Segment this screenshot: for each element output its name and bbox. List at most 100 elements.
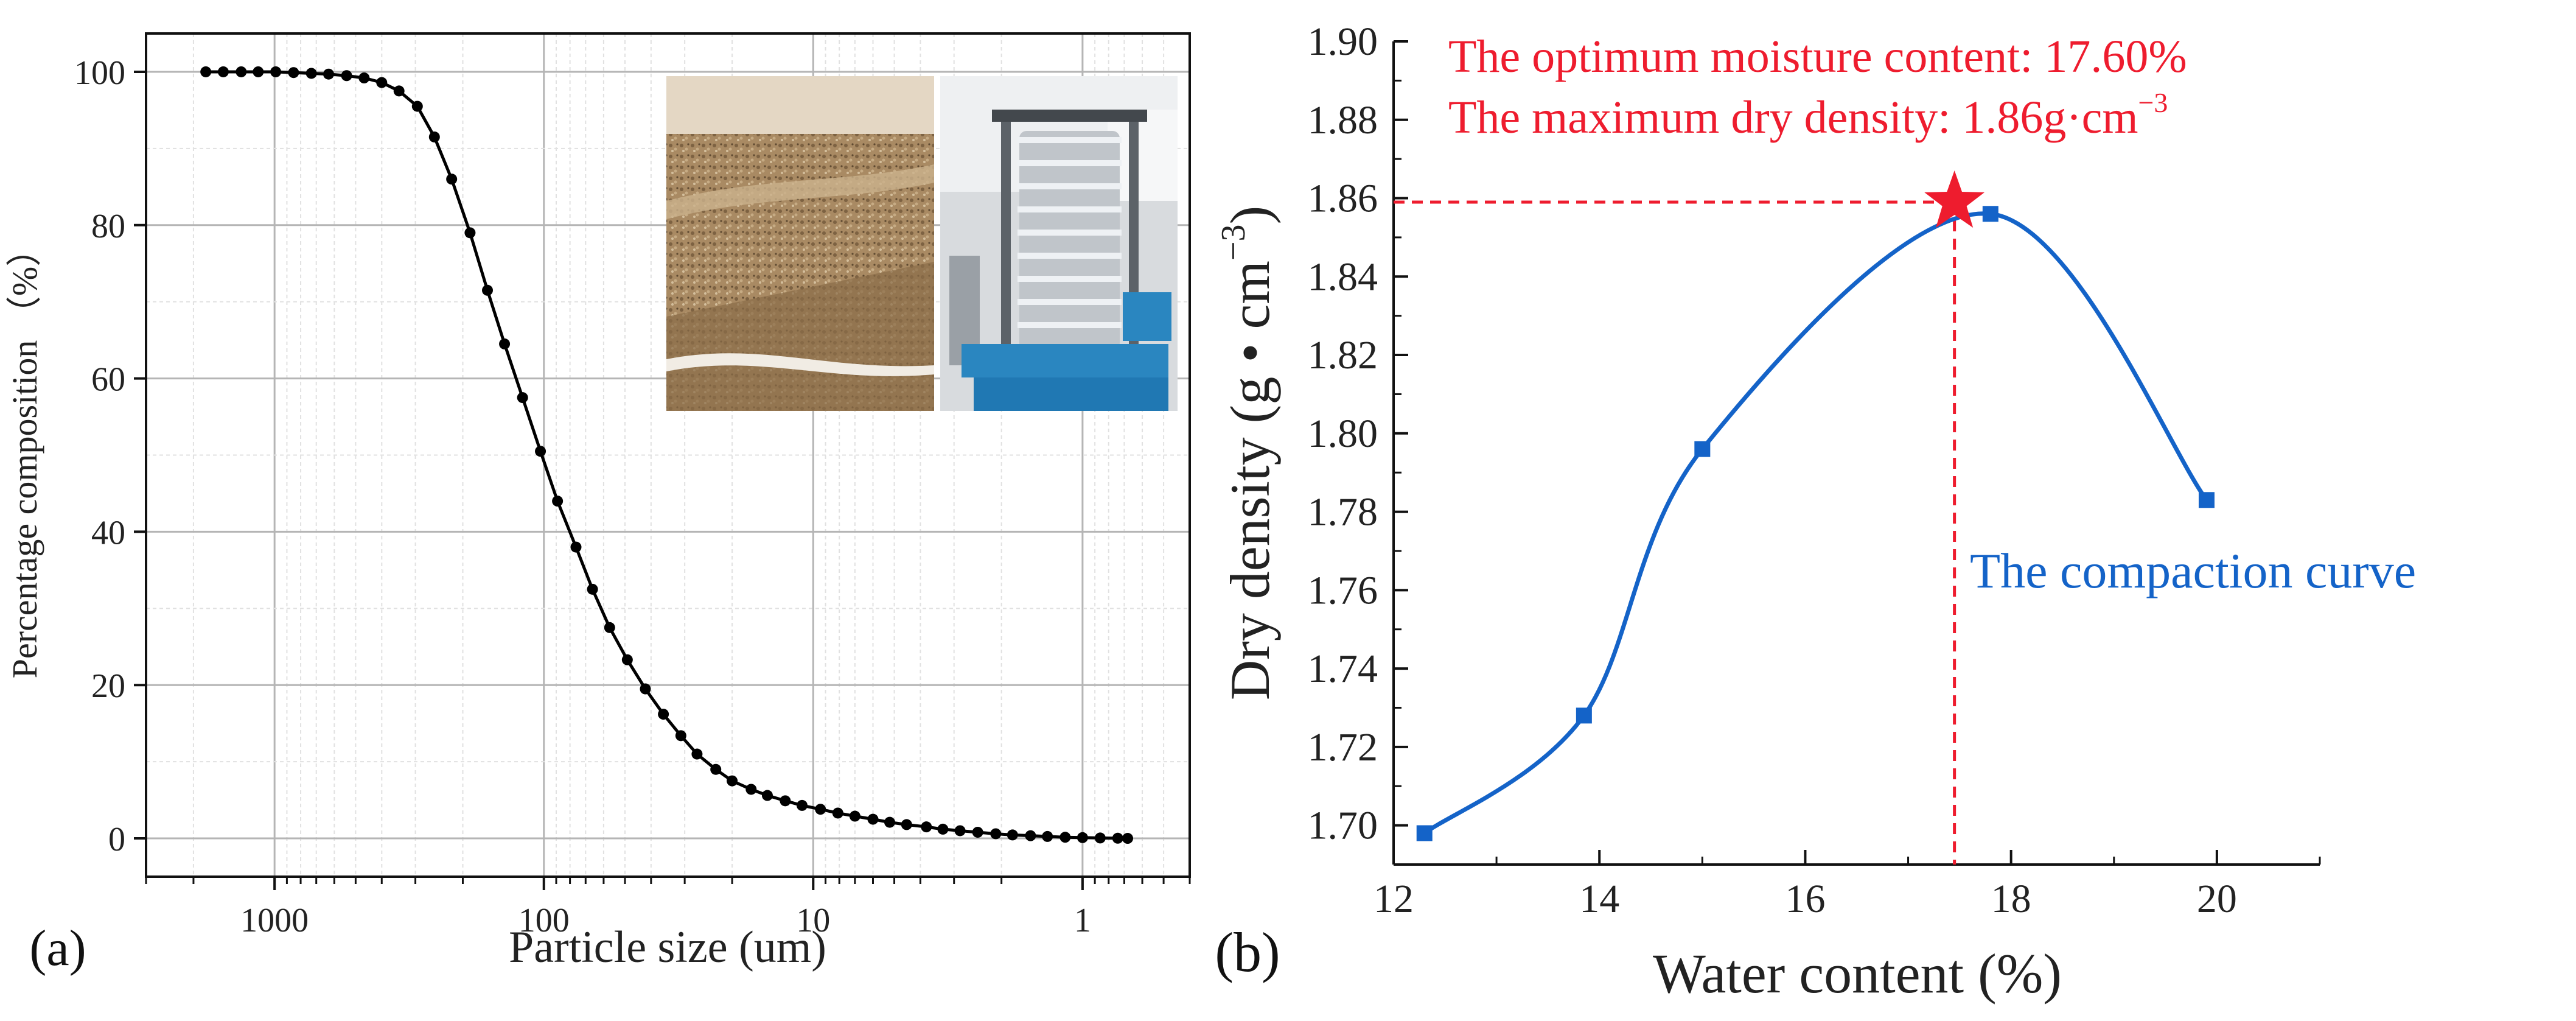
b-ylabel: Dry density (g • cm−3) [1215,206,1281,700]
a-data-point [446,174,458,185]
a-data-point [815,804,826,815]
panel-b: 12 14 16 18 20 1.70 1.72 1.74 1.76 1.78 1.80 1.82 1.… [1215,19,2416,1005]
a-data-point [1122,833,1134,844]
sieve-ring [1017,206,1122,212]
a-x-tick-label: 1000 [240,902,309,939]
a-data-point [921,821,932,833]
a-data-point [1112,832,1123,844]
a-data-point [849,810,860,822]
a-data-point [691,748,703,760]
a-data-point [1077,832,1088,843]
b-series-points [1416,206,2215,841]
a-data-point [937,823,949,835]
b-data-point [1416,825,1433,841]
b-y-tick-label: 1.80 [1308,412,1378,456]
a-data-point [867,813,879,825]
a-data-point [1059,832,1071,843]
sieve-ring [1017,160,1122,166]
a-data-point [428,131,440,142]
sieve-ring [1017,253,1122,259]
a-y-tick-label: 20 [91,667,125,705]
a-data-point [884,816,895,828]
b-ylabel-close: ) [1219,206,1281,225]
b-annotation-density-sup: −3 [2138,87,2168,118]
b-x-tick-label: 18 [1991,877,2031,921]
a-data-point [675,730,686,742]
a-data-point [393,85,405,97]
b-compaction-curve [1423,211,2208,835]
a-data-point [464,227,476,239]
a-data-point [323,68,334,80]
b-ylabel-main: Dry density (g • cm [1219,261,1281,700]
a-x-tick-label: 1 [1074,902,1091,939]
a-x-tick-label: 10 [796,902,830,939]
b-y-tick-label: 1.90 [1308,19,1378,64]
a-data-point [832,807,843,819]
a-data-point [640,683,651,695]
sieve-ring [1017,230,1122,236]
a-xlabel: Particle size (um) [509,922,826,972]
star-icon [1924,170,1985,228]
a-y-tick-label: 100 [74,54,125,92]
b-y-tick-label: 1.86 [1308,177,1378,221]
b-y-tick-label: 1.88 [1308,98,1378,142]
sieve-rings [1017,137,1122,328]
b-panel-label: (b) [1215,921,1280,983]
a-inset-photos [666,76,1178,411]
a-data-point [253,66,264,77]
soil-photo [666,76,934,411]
a-y-tick-label: 40 [91,514,125,552]
a-data-point [796,799,808,811]
sieve-ring [1017,183,1122,189]
b-x-tick-label: 16 [1785,877,1825,921]
b-data-point [1694,441,1711,457]
a-data-point [535,446,546,457]
sieve-ring [1017,276,1122,282]
a-plot-frame [145,32,1191,878]
a-data-point [954,825,966,837]
b-annotation-moisture: The optimum moisture content: 17.60% [1448,31,2187,82]
sieve-shaker-photo [940,76,1178,411]
a-data-point [236,66,247,77]
a-series-points [200,66,1134,844]
b-annotation-density-text: The maximum dry density: 1.86g·cm [1448,92,2138,143]
a-data-point [780,795,791,807]
a-data-point [727,775,738,787]
a-data-point [217,66,229,77]
a-data-point [341,70,352,82]
b-ylabel-sup: −3 [1215,224,1252,261]
b-y-tick-label: 1.76 [1308,568,1378,612]
b-x-tick-label: 20 [2197,877,2237,921]
b-annotation-density: The maximum dry density: 1.86g·cm−3 [1448,87,2168,143]
a-data-point [604,622,615,633]
b-y-tick-label: 1.74 [1308,647,1378,691]
b-ticks: 12 14 16 18 20 1.70 1.72 1.74 1.76 1.78 1.80 1.82 1.… [1308,19,2321,921]
b-x-tick-label: 14 [1579,877,1619,921]
a-data-point [570,541,582,553]
sieve-ring [1017,137,1122,143]
b-y-tick-label: 1.78 [1308,490,1378,535]
b-data-point [2198,492,2215,508]
a-x-tick-label: 100 [518,902,570,939]
a-panel-label: (a) [29,920,86,977]
a-data-point [288,67,299,79]
a-y-tick-label: 60 [91,361,125,399]
a-data-point [1025,830,1036,841]
b-x-tick-label: 12 [1374,877,1414,921]
b-optimum-star [1924,170,1985,228]
a-data-point [517,392,528,404]
b-data-point [1982,206,1998,222]
a-data-point [1007,829,1018,841]
a-data-point [552,496,564,507]
a-data-point [358,72,370,84]
b-curve-label: The compaction curve [1970,543,2416,598]
a-y-tick-label: 0 [108,821,125,858]
a-data-point [411,100,423,112]
a-data-point [305,68,317,79]
a-data-point [499,338,511,349]
b-xlabel: Water content (%) [1653,942,2062,1005]
b-y-tick-label: 1.72 [1308,725,1378,770]
a-y-tick-label: 80 [91,208,125,245]
